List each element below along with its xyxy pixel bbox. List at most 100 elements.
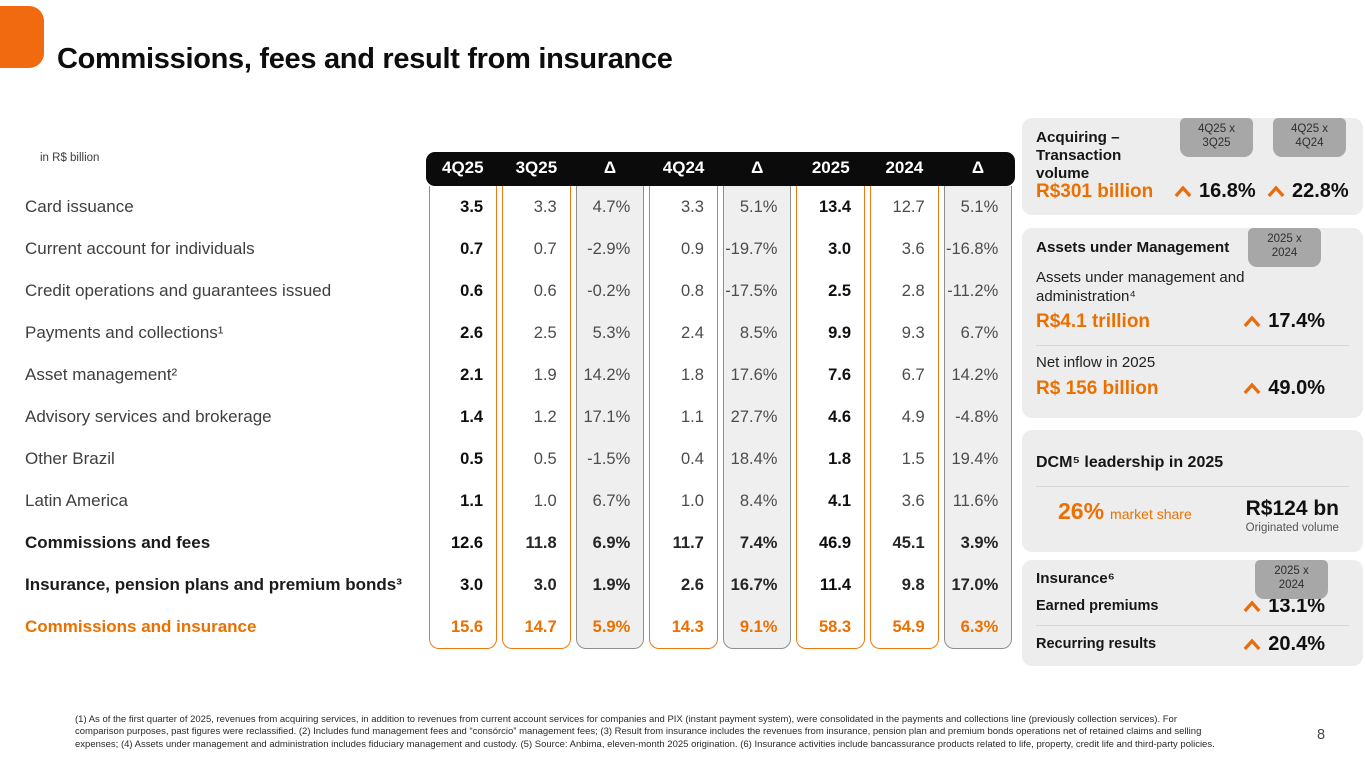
table-cell: 1.4 <box>460 408 484 426</box>
table-cell: 2.6 <box>680 576 704 594</box>
row-label: Latin America <box>25 491 128 510</box>
table-cell: 0.5 <box>533 450 557 468</box>
table-cell: 1.8 <box>828 450 852 468</box>
row-label: Other Brazil <box>25 449 115 468</box>
metric-value: R$ 156 billion <box>1036 377 1159 399</box>
table-cell: 4.6 <box>828 408 852 426</box>
metric-change: 13.1% <box>1268 594 1325 617</box>
table-cell: 14.2% <box>583 366 631 384</box>
table-cell: 6.9% <box>592 534 631 552</box>
column-4q24: 4Q24 3.3 0.9 0.8 2.4 1.8 1.1 0.4 1.0 11.… <box>649 150 718 649</box>
table-cell: 2.5 <box>533 324 557 342</box>
table-cell: 3.0 <box>460 576 484 594</box>
table-cell: 0.4 <box>680 450 704 468</box>
column-header: 4Q25 <box>442 158 484 177</box>
table-cell: 3.0 <box>533 576 557 594</box>
table-cell: 12.6 <box>450 534 484 552</box>
column-header: Δ <box>971 158 985 177</box>
increase-caret-icon <box>1243 382 1261 395</box>
table-cell: -11.2% <box>947 282 999 300</box>
table-cell: 3.5 <box>460 198 484 216</box>
commissions-table: in R$ billion Card issuance Current acco… <box>25 150 1015 649</box>
metric-value: R$301 billion <box>1036 180 1154 202</box>
table-cell: 16.7% <box>730 576 778 594</box>
column-4q25: 4Q25 3.5 0.7 0.6 2.6 2.1 1.4 0.5 1.1 12.… <box>428 150 498 649</box>
comparison-badge: 2025 x 2024 <box>1255 560 1328 599</box>
table-cell: 13.4 <box>818 198 852 216</box>
table-cell: 19.4% <box>951 450 999 468</box>
row-label-column: Card issuance Current account for indivi… <box>25 150 426 649</box>
row-label: Asset management² <box>25 365 178 384</box>
table-cell: 8.4% <box>739 492 778 510</box>
table-cell: 14.7 <box>524 618 557 636</box>
increase-caret-icon <box>1243 638 1261 651</box>
panel-title: Assets under Management <box>1036 239 1230 256</box>
table-cell: 1.0 <box>680 492 704 510</box>
table-cell: -16.8% <box>945 240 999 258</box>
metric-label: Recurring results <box>1036 636 1157 653</box>
table-cell: -1.5% <box>587 450 631 468</box>
originated-volume-label: Originated volume <box>1245 521 1339 534</box>
metric-label: Assets under management and administrati… <box>1036 268 1245 305</box>
increase-caret-icon <box>1243 600 1261 613</box>
table-cell: 1.5 <box>901 450 925 468</box>
panel-title: Insurance⁶ <box>1036 570 1115 587</box>
column-2025: 2025 13.4 3.0 2.5 9.9 7.6 4.6 1.8 4.1 46… <box>796 150 866 649</box>
row-label: Commissions and fees <box>25 533 211 552</box>
table-cell: 0.9 <box>680 240 704 258</box>
table-cell: 58.3 <box>818 618 852 636</box>
table-cell: 3.9% <box>960 534 999 552</box>
table-cell: 0.6 <box>533 282 557 300</box>
table-cell: 2.4 <box>680 324 704 342</box>
table-cell: 6.7% <box>960 324 999 342</box>
metric-change: 22.8% <box>1292 180 1349 202</box>
table-cell: -19.7% <box>725 240 778 258</box>
table-cell: 0.5 <box>460 450 484 468</box>
table-cell: 9.8 <box>901 576 925 594</box>
table-cell: 6.3% <box>960 618 999 636</box>
table-cell: 17.1% <box>583 408 631 426</box>
row-label: Insurance, pension plans and premium bon… <box>25 575 402 594</box>
table-cell: 0.8 <box>680 282 704 300</box>
panel-title: DCM⁵ leadership in 2025 <box>1036 454 1224 471</box>
table-cell: 3.3 <box>533 198 557 216</box>
page-number: 8 <box>1317 727 1326 743</box>
table-cell: 4.9 <box>901 408 925 426</box>
column-header: Δ <box>603 158 617 177</box>
table-cell: -17.5% <box>725 282 778 300</box>
table-cell: 1.1 <box>680 408 704 426</box>
table-cell: 17.6% <box>730 366 778 384</box>
column-delta-qoq: Δ 4.7% -2.9% -0.2% 5.3% 14.2% 17.1% -1.5… <box>575 150 645 649</box>
metric-change: 17.4% <box>1268 310 1325 333</box>
table-cell: 0.6 <box>460 282 484 300</box>
table-cell: 11.6% <box>952 492 999 510</box>
table-cell: 4.7% <box>592 198 631 216</box>
increase-caret-icon <box>1174 185 1192 198</box>
row-label: Payments and collections¹ <box>25 323 224 342</box>
table-cell: 9.9 <box>828 324 852 342</box>
column-header: 3Q25 <box>515 158 558 177</box>
table-cell: 6.7% <box>592 492 631 510</box>
metric-label: Net inflow in 2025 <box>1036 354 1156 372</box>
table-cell: 1.1 <box>460 492 484 510</box>
table-cell: 2.6 <box>460 324 484 342</box>
table-cell: 1.2 <box>533 408 557 426</box>
column-header: Δ <box>751 158 764 177</box>
table-cell: 1.0 <box>533 492 557 510</box>
table-cell: 1.9% <box>592 576 631 594</box>
table-cell: 54.9 <box>892 618 925 636</box>
panel-insurance: Insurance⁶ 2025 x 2024 Earned premiums 1… <box>1022 560 1363 666</box>
brand-logo <box>0 6 44 68</box>
metric-value: R$4.1 trillion <box>1036 310 1151 332</box>
panel-divider <box>1036 624 1349 626</box>
table-cell: 9.3 <box>901 324 925 342</box>
table-cell: 7.4% <box>739 534 778 552</box>
row-label: Card issuance <box>25 197 134 216</box>
column-header: 2025 <box>811 158 850 177</box>
table-cell: 1.8 <box>680 366 704 384</box>
table-cell: 3.0 <box>828 240 852 258</box>
table-cell: 4.1 <box>828 492 852 510</box>
table-cell: 7.6 <box>828 366 852 384</box>
column-delta-yoy: Δ 5.1% -19.7% -17.5% 8.5% 17.6% 27.7% 18… <box>722 150 792 649</box>
table-cell: 3.6 <box>901 240 925 258</box>
